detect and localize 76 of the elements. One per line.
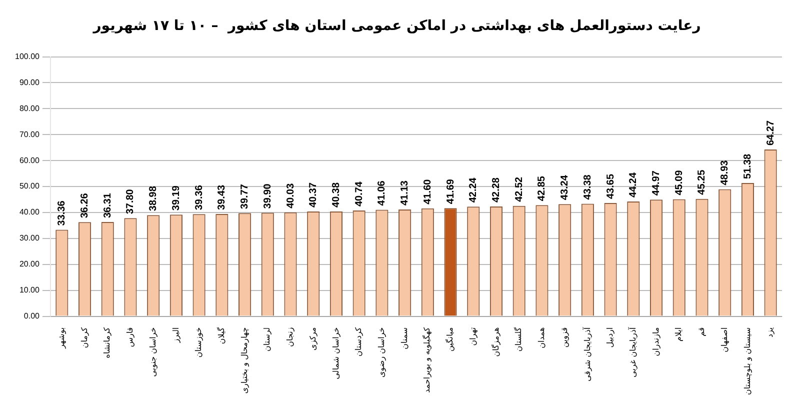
x-tick-label: سمنان [400, 326, 409, 350]
data-label: 40.03 [285, 182, 296, 208]
x-tick-label: سیستان و بلوچستان [742, 326, 752, 396]
y-tick-label: 60.00 [19, 156, 40, 165]
data-label: 43.38 [582, 174, 594, 200]
y-tick-label: 80.00 [19, 104, 40, 113]
data-label: 42.24 [468, 177, 480, 203]
x-tick-label: یزد [766, 327, 775, 338]
data-label: 37.80 [125, 188, 136, 214]
x-tick-label: کهگیلویه و بویراحمد [422, 327, 432, 393]
y-tick-label: 40.00 [19, 208, 40, 217]
data-label: 51.38 [742, 153, 754, 179]
x-tick-label: گیلان [216, 327, 226, 344]
data-label: 44.24 [628, 172, 640, 198]
x-tick-label: لرستان [262, 327, 272, 352]
data-label: 43.24 [560, 174, 571, 200]
data-label: 40.74 [354, 181, 365, 207]
data-label: 41.13 [400, 180, 411, 206]
x-tick-label: تهران [468, 327, 478, 346]
x-tick-label: میانگین [444, 327, 455, 352]
x-tick-label: هرمزگان [490, 327, 500, 357]
data-label: 42.52 [514, 176, 525, 202]
data-label: 39.90 [262, 183, 274, 209]
data-label: 43.65 [605, 174, 616, 199]
data-label: 39.43 [216, 184, 228, 210]
x-tick-label: آذربایجان غربی [627, 326, 638, 378]
data-label: 42.85 [536, 176, 548, 202]
data-label: 45.25 [696, 169, 708, 195]
x-tick-label: اردبیل [606, 327, 615, 348]
x-tick-label: قم [697, 327, 706, 336]
data-label: 36.31 [102, 192, 114, 218]
x-tick-label: کردستان [354, 327, 364, 356]
x-tick-label: همدان [537, 327, 546, 348]
x-tick-label: آذربایجان شرقی [582, 326, 592, 382]
data-label: 39.36 [194, 184, 205, 210]
x-tick-label: زنجان [286, 327, 295, 347]
data-label: 41.69 [445, 178, 456, 204]
y-tick-label: 70.00 [19, 130, 40, 139]
data-label: 40.37 [308, 182, 320, 208]
x-tick-label: فارس [126, 327, 135, 348]
x-tick-label: مرکزی [308, 327, 318, 350]
x-tick-label: اصفهان [720, 327, 729, 352]
y-tick-label: 90.00 [19, 78, 40, 87]
data-label: 41.06 [376, 180, 388, 206]
x-tick-label: گلستان [513, 327, 524, 352]
data-label: 38.98 [148, 186, 160, 212]
y-tick-label: 100.00 [15, 52, 40, 62]
x-tick-label: خراسان رضوی [377, 327, 386, 378]
data-label: 44.97 [651, 170, 662, 196]
x-tick-label: خراسان جنوبی [148, 327, 158, 377]
x-tick-label: بوشهر [56, 327, 66, 350]
x-tick-label: ایلام [674, 327, 684, 342]
data-label: 64.27 [765, 120, 776, 146]
data-label: 48.93 [720, 160, 731, 186]
x-tick-label: قزوین [560, 327, 569, 348]
chart-title: رعایت دستورالعمل های بهداشتی در اماکن عمومی استان های کشور – ۱۰ تا ۱۷ شهریور [92, 18, 701, 34]
y-tick-label: 10.00 [19, 286, 40, 295]
y-tick-label: 50.00 [19, 182, 40, 191]
y-tick-label: 30.00 [19, 234, 40, 243]
x-tick-label: چهارمحال و بختیاری [240, 327, 249, 394]
data-label: 39.77 [240, 184, 251, 210]
x-tick-label: مازندران [651, 327, 660, 356]
x-tick-label: خوزستان [194, 327, 204, 358]
data-label: 41.60 [422, 178, 434, 204]
x-tick-label: خراسان شمالی [331, 327, 340, 380]
data-label: 33.36 [56, 200, 68, 226]
x-tick-label: البرز [171, 327, 180, 344]
data-label: 40.38 [330, 182, 342, 208]
y-tick-label: 0.00 [24, 311, 40, 320]
data-label: 36.26 [80, 192, 91, 218]
x-tick-label: کرمان [80, 327, 89, 348]
data-label: 42.28 [490, 177, 502, 203]
data-label: 45.09 [674, 170, 685, 196]
x-tick-label: کرمانشاه [102, 327, 112, 358]
data-label: 39.19 [170, 185, 182, 211]
y-tick-label: 20.00 [19, 260, 40, 269]
